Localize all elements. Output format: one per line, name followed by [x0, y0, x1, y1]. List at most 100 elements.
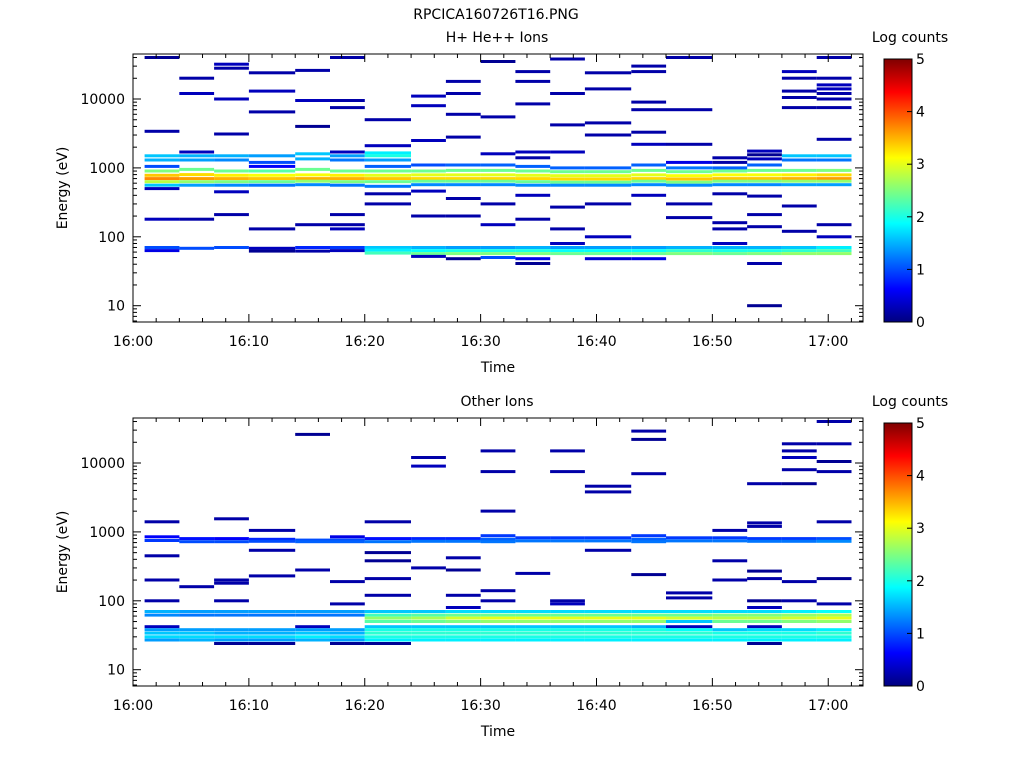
heatmap-cell	[781, 456, 817, 459]
heatmap-cell	[816, 56, 852, 59]
heatmap-cell	[584, 631, 632, 635]
heatmap-cell	[248, 180, 296, 184]
heatmap-cell	[816, 537, 852, 541]
heatmap-cell	[364, 631, 411, 635]
colorbar-label: Log counts	[872, 394, 948, 410]
y-tick-label: 10000	[80, 456, 125, 472]
y-tick-label: 1000	[89, 525, 125, 541]
heatmap-cell	[712, 169, 748, 173]
heatmap-cell	[248, 642, 296, 645]
heatmap-cell	[364, 577, 411, 581]
heatmap-cell	[584, 638, 632, 642]
heatmap-cell	[179, 180, 215, 184]
heatmap-cell	[330, 158, 365, 162]
heatmap-cell	[364, 616, 411, 620]
heatmap-cell	[295, 432, 330, 436]
heatmap-cell	[666, 180, 713, 184]
heatmap-cell	[550, 620, 585, 623]
heatmap-cell	[330, 150, 365, 154]
heatmap-cell	[445, 179, 481, 183]
heatmap-cell	[816, 460, 852, 463]
heatmap-cell	[666, 216, 713, 220]
heatmap-cell	[781, 183, 817, 187]
heatmap-cell	[445, 246, 481, 249]
heatmap-cell	[214, 180, 249, 184]
heatmap-cell	[214, 183, 249, 187]
heatmap-cell	[330, 106, 365, 110]
heatmap-cell	[480, 613, 516, 617]
heatmap-cell	[214, 66, 249, 70]
heatmap-cell	[584, 628, 632, 632]
heatmap-cell	[411, 173, 446, 177]
heatmap-cell	[248, 89, 296, 93]
heatmap-cell	[364, 628, 411, 632]
heatmap-cell	[144, 625, 180, 629]
heatmap-cell	[480, 179, 516, 183]
heatmap-cell	[214, 517, 249, 521]
heatmap-cell	[747, 246, 782, 249]
heatmap-cell	[712, 192, 748, 196]
heatmap-cell	[330, 540, 365, 544]
heatmap-cell	[515, 539, 551, 543]
heatmap-cell	[747, 153, 782, 157]
heatmap-cell	[816, 470, 852, 474]
heatmap-cell	[666, 625, 713, 629]
plot-frame	[132, 53, 864, 323]
heatmap-cell	[584, 166, 632, 170]
heatmap-cell	[550, 539, 585, 543]
heatmap-cell	[584, 133, 632, 137]
heatmap-cell	[480, 177, 516, 181]
heatmap-cell	[666, 613, 713, 617]
heatmap-cell	[248, 160, 296, 164]
heatmap-cell	[214, 578, 249, 582]
heatmap-cell	[712, 221, 748, 225]
heatmap-cell	[631, 620, 667, 623]
heatmap-cell	[144, 539, 180, 542]
heatmap-cell	[781, 204, 817, 208]
heatmap-cell	[214, 642, 249, 645]
heatmap-cell	[445, 625, 481, 629]
heatmap-cell	[330, 223, 365, 227]
heatmap-cell	[781, 168, 817, 172]
colorbar-tick-label: 5	[916, 52, 925, 68]
heatmap-cell	[584, 490, 632, 494]
heatmap-cell	[445, 606, 481, 609]
heatmap-cell	[631, 179, 667, 183]
heatmap-cell	[515, 183, 551, 187]
heatmap-cell	[330, 183, 365, 187]
heatmap-cell	[248, 249, 296, 253]
heatmap-cell	[480, 163, 516, 167]
heatmap-cell	[480, 638, 516, 642]
heatmap-cell	[781, 442, 817, 446]
heatmap-cell	[550, 123, 585, 127]
heatmap-cell	[515, 249, 551, 253]
heatmap-cell	[480, 589, 516, 593]
heatmap-cell	[295, 568, 330, 572]
heatmap-cell	[816, 252, 852, 256]
heatmap-cell	[631, 246, 667, 249]
heatmap-cell	[666, 252, 713, 256]
heatmap-cell	[411, 613, 446, 617]
heatmap-cell	[295, 152, 330, 156]
heatmap-cell	[631, 635, 667, 639]
heatmap-cell	[411, 616, 446, 620]
heatmap-cell	[550, 180, 585, 184]
heatmap-cell	[550, 246, 585, 249]
heatmap-cell	[781, 620, 817, 623]
heatmap-cell	[550, 536, 585, 540]
heatmap-cell	[747, 168, 782, 172]
heatmap-cell	[712, 227, 748, 231]
heatmap-cell	[584, 548, 632, 552]
heatmap-cell	[781, 539, 817, 543]
heatmap-cell	[712, 156, 748, 160]
heatmap-cell	[330, 538, 365, 542]
heatmap-cell	[411, 94, 446, 98]
heatmap-cell	[747, 610, 782, 613]
heatmap-cell	[584, 177, 632, 181]
heatmap-cell	[712, 539, 748, 543]
heatmap-cell	[411, 163, 446, 167]
heatmap-cell	[631, 193, 667, 197]
heatmap-cell	[584, 539, 632, 543]
heatmap-cell	[666, 635, 713, 639]
heatmap-cell	[330, 602, 365, 606]
